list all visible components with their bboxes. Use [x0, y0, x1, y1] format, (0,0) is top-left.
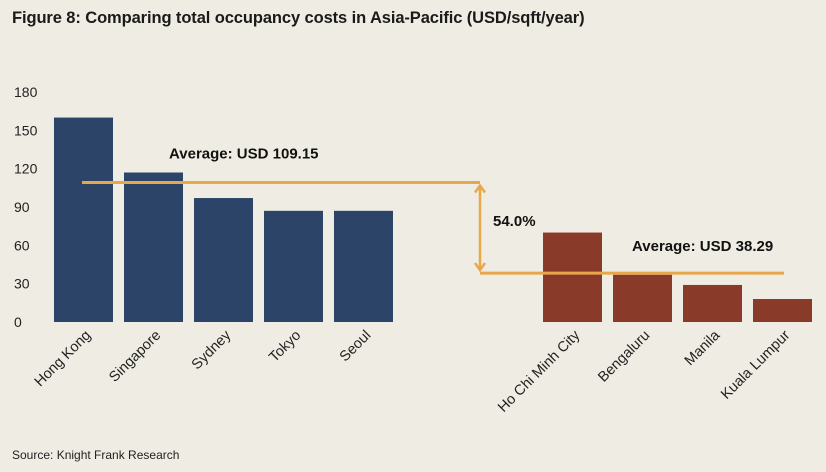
average-label-group-1: Average: USD 109.15 [169, 146, 319, 163]
average-label-group-2: Average: USD 38.29 [632, 238, 773, 255]
bar-kuala-lumpur [753, 299, 812, 322]
y-tick-label: 150 [14, 122, 38, 138]
bar-tokyo [264, 210, 323, 322]
y-tick-label: 180 [14, 84, 38, 100]
x-category-label: Manila [682, 327, 724, 369]
y-tick-label: 120 [14, 161, 38, 177]
bar-hong-kong [54, 117, 113, 322]
y-tick-label: 0 [14, 314, 22, 330]
bar-sydney [194, 198, 253, 322]
arrowhead-down [473, 262, 487, 273]
bar-bengaluru [613, 274, 672, 322]
bar-manila [683, 284, 742, 322]
y-tick-label: 60 [14, 237, 30, 253]
y-tick-label: 30 [14, 276, 30, 292]
bar-ho-chi-minh-city [543, 232, 602, 322]
x-axis-labels: Hong Kong Singapore Sydney Tokyo Seoul Ho Chi… [32, 327, 794, 416]
annotations: Average: USD 109.15 Average: USD 38.29 54.… [82, 146, 784, 275]
source-note: Source: Knight Frank Research [12, 448, 180, 462]
x-category-label: Kuala Lumpur [718, 327, 793, 402]
x-category-label: Sydney [189, 327, 235, 373]
bar-seoul [334, 210, 393, 322]
bars [54, 117, 812, 322]
chart-title: Figure 8: Comparing total occupancy cost… [12, 9, 585, 27]
y-tick-label: 90 [14, 199, 30, 215]
bar-singapore [124, 172, 183, 322]
difference-label: 54.0% [493, 213, 536, 230]
x-category-label: Singapore [106, 328, 164, 386]
y-axis: 0 30 60 90 120 150 180 [14, 84, 38, 330]
x-category-label: Seoul [337, 328, 375, 366]
x-category-label: Hong Kong [32, 328, 95, 391]
x-category-label: Ho Chi Minh City [495, 327, 584, 416]
arrowhead-up [473, 183, 487, 194]
x-category-label: Bengaluru [595, 328, 653, 386]
x-category-label: Tokyo [266, 328, 304, 366]
